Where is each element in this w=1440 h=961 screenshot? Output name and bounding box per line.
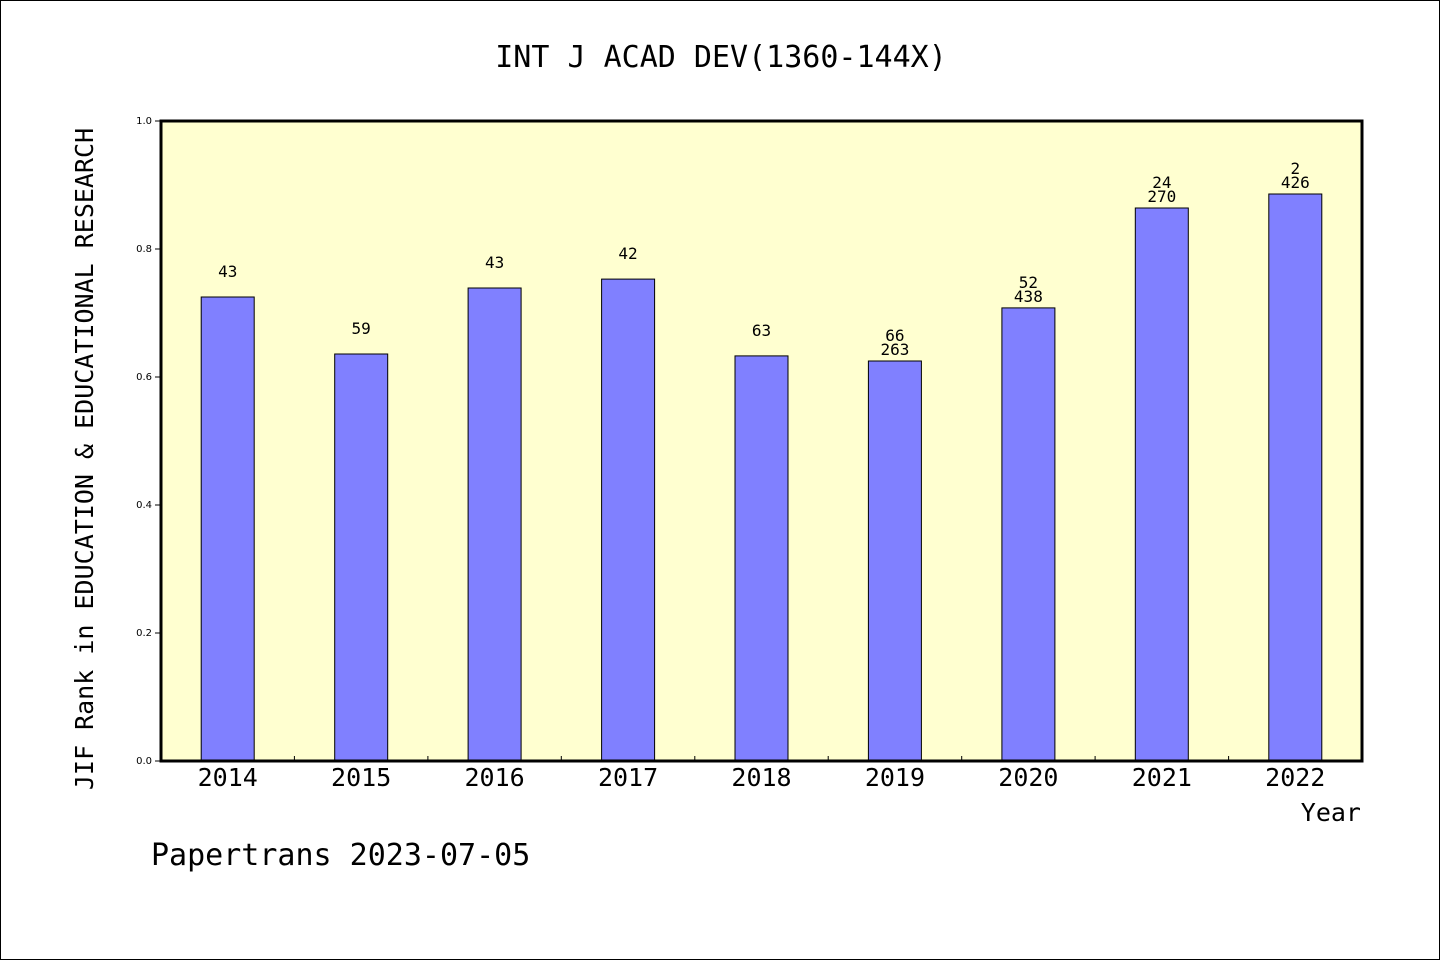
bar-rank-label: 66 [885,326,904,345]
bar-2018 [734,355,789,762]
bar-2014 [200,296,255,762]
y-tick-label: 0.4 [136,500,152,511]
bar-2022 [1268,193,1323,762]
bar-2021 [1134,207,1189,762]
x-tick-label: 2021 [1132,763,1192,792]
bar-2017 [601,278,656,762]
bar-rank-label: 42 [618,244,637,263]
y-tick-label: 0.8 [136,244,152,255]
x-tick-label: 2020 [998,763,1058,792]
bar-rank-label: 59 [352,319,371,338]
bar-rank-label: 52 [1019,273,1038,292]
chart-title: INT J ACAD DEV(1360-144X) [495,40,947,75]
y-tick-label: 0.6 [136,372,152,383]
bar-total-label: 426 [1281,173,1310,192]
bar-total-label: 438 [1014,287,1043,306]
x-tick-label: 2019 [865,763,925,792]
y-tick-label: 1.0 [136,116,152,127]
x-tick-label: 2015 [331,763,391,792]
x-tick-label: 2016 [465,763,525,792]
y-axis-label: JIF Rank in EDUCATION & EDUCATIONAL RESE… [70,128,99,790]
x-tick-label: 2022 [1265,763,1325,792]
bar-rank-label: 43 [218,262,237,281]
plot-border [159,119,1364,763]
x-tick-label: 2014 [198,763,258,792]
y-tick-label: 0.2 [136,628,152,639]
bar-rank-label: 24 [1152,173,1171,192]
bar-rank-label: 2 [1290,159,1300,178]
bar-rank-label: 43 [485,253,504,272]
x-tick-label: 2017 [598,763,658,792]
bar-2016 [467,287,522,762]
bar-2015 [334,353,389,762]
bar-2020 [1001,307,1056,762]
bar-rank-label: 63 [752,321,771,340]
x-axis-label: Year [1301,798,1361,827]
x-tick-label: 2018 [731,763,791,792]
bar-2019 [867,360,922,762]
bar-total-label: 263 [880,340,909,359]
y-tick-label: 0.0 [136,756,152,767]
bar-total-label: 270 [1147,187,1176,206]
footer-credit: Papertrans 2023-07-05 [151,838,530,873]
